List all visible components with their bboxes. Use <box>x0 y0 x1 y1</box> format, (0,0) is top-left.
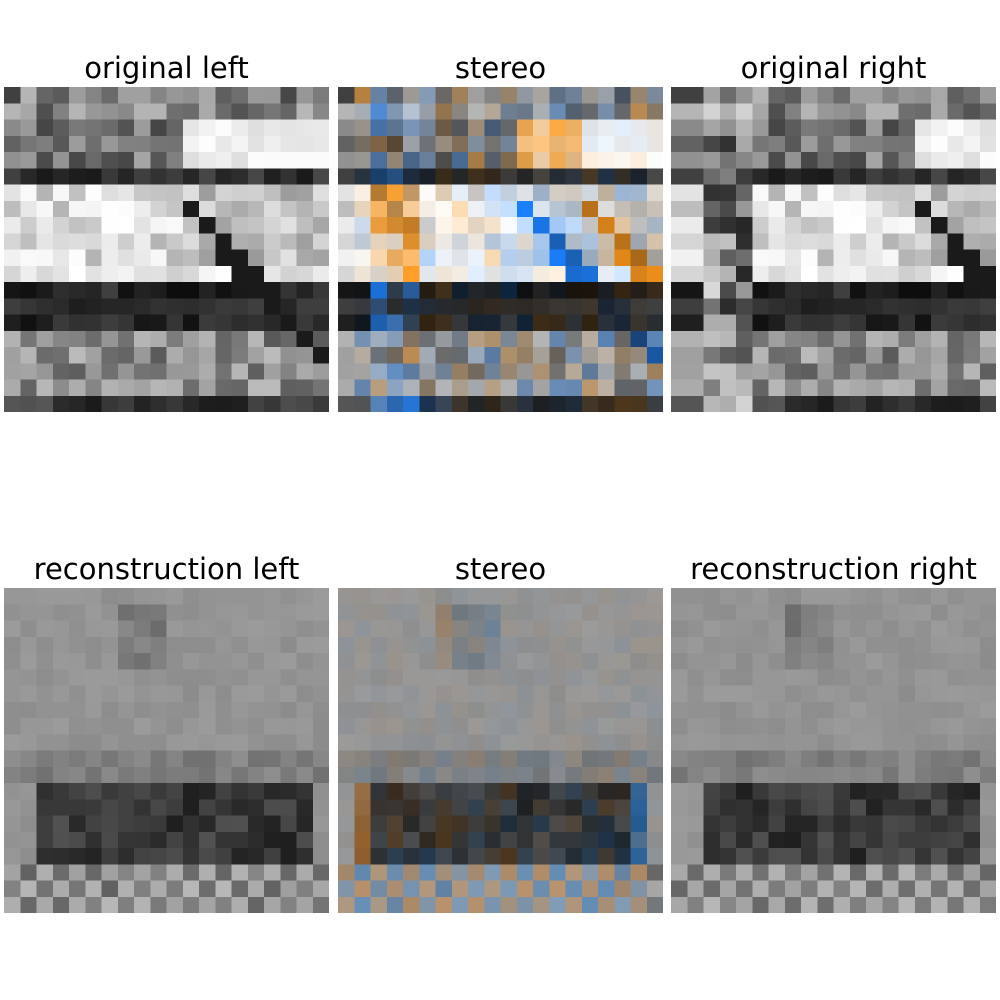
panel-title: reconstruction right <box>690 552 977 586</box>
original-stereo-image <box>338 87 663 412</box>
reconstruction-stereo-image <box>338 588 663 913</box>
original-right-image <box>671 87 996 412</box>
reconstruction-left-image <box>4 588 329 913</box>
panel-title: original left <box>84 51 249 85</box>
panel-title: stereo <box>454 51 547 85</box>
original-left-image <box>4 87 329 412</box>
panel-title: stereo <box>454 552 547 586</box>
reconstruction-right-image <box>671 588 996 913</box>
panel-title: original right <box>740 51 927 85</box>
panel-title: reconstruction left <box>33 552 300 586</box>
